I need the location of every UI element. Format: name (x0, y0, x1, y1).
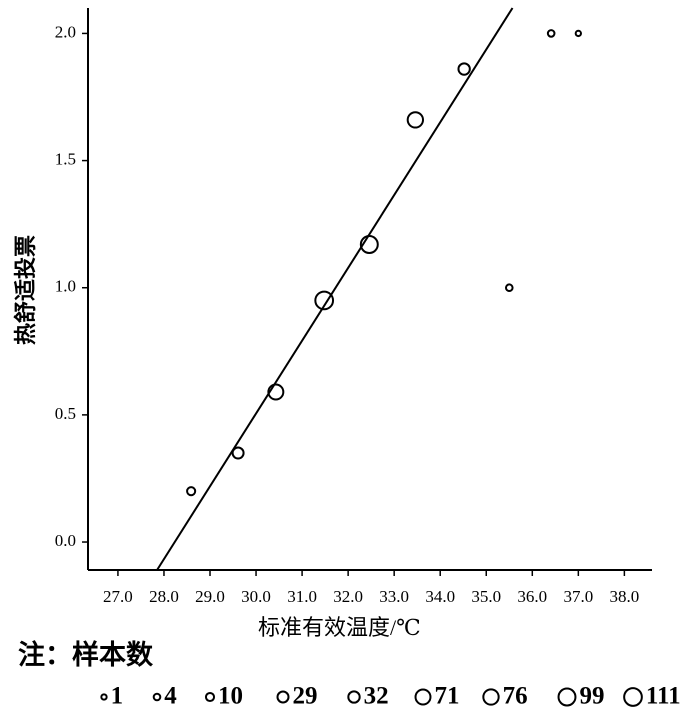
legend-label: 71 (434, 683, 459, 710)
x-tick-label: 32.0 (333, 587, 363, 606)
legend-label: 1 (111, 683, 124, 710)
legend-title: 注：样本数 (18, 639, 154, 670)
legend-label: 4 (164, 683, 177, 710)
x-tick-label: 27.0 (103, 587, 133, 606)
legend-symbol (152, 692, 162, 702)
y-tick-label: 1.0 (55, 277, 76, 296)
bubble (406, 111, 425, 129)
y-axis-label: 热舒适投票 (13, 235, 38, 345)
x-tick-label: 36.0 (517, 587, 547, 606)
x-tick-label: 28.0 (149, 587, 179, 606)
legend-symbol (276, 690, 290, 704)
bubble (267, 383, 285, 401)
legend-label: 76 (503, 683, 528, 710)
legend-label: 10 (218, 683, 243, 710)
x-axis-label: 标准有效温度/℃ (258, 615, 421, 640)
legend-symbol (100, 693, 108, 701)
legend-symbol (482, 688, 500, 706)
legend-label: 99 (579, 683, 604, 710)
legend-label: 111 (646, 683, 681, 710)
x-tick-label: 30.0 (241, 587, 271, 606)
bubble (574, 29, 582, 38)
x-tick-label: 37.0 (563, 587, 593, 606)
x-tick-label: 33.0 (379, 587, 409, 606)
x-tick-label: 31.0 (287, 587, 317, 606)
x-tick-label: 38.0 (610, 587, 640, 606)
legend-symbol (347, 690, 361, 704)
bubble (504, 283, 514, 293)
x-tick-label: 29.0 (195, 587, 225, 606)
y-tick-label: 0.5 (55, 404, 76, 423)
legend-symbol (204, 691, 216, 703)
y-tick-label: 0.0 (55, 531, 76, 550)
legend-label: 32 (364, 683, 389, 710)
bubble (231, 446, 245, 460)
y-tick-label: 2.0 (55, 22, 76, 41)
x-tick-label: 34.0 (425, 587, 455, 606)
bubble (546, 29, 556, 38)
bubble (186, 486, 197, 497)
x-tick-label: 35.0 (471, 587, 501, 606)
bubble (314, 290, 335, 311)
legend-symbol (557, 687, 577, 707)
y-tick-label: 1.5 (55, 149, 76, 168)
trend-line (156, 7, 514, 571)
legend-symbol (414, 688, 432, 706)
bubble (457, 62, 471, 76)
legend-label: 29 (293, 683, 318, 710)
legend-symbol (623, 687, 643, 707)
